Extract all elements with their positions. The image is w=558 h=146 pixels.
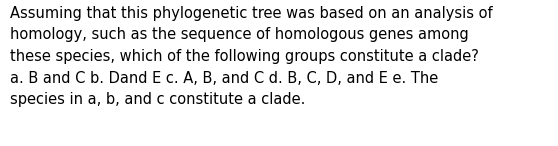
- Text: Assuming that this phylogenetic tree was based on an analysis of
homology, such : Assuming that this phylogenetic tree was…: [10, 6, 493, 107]
